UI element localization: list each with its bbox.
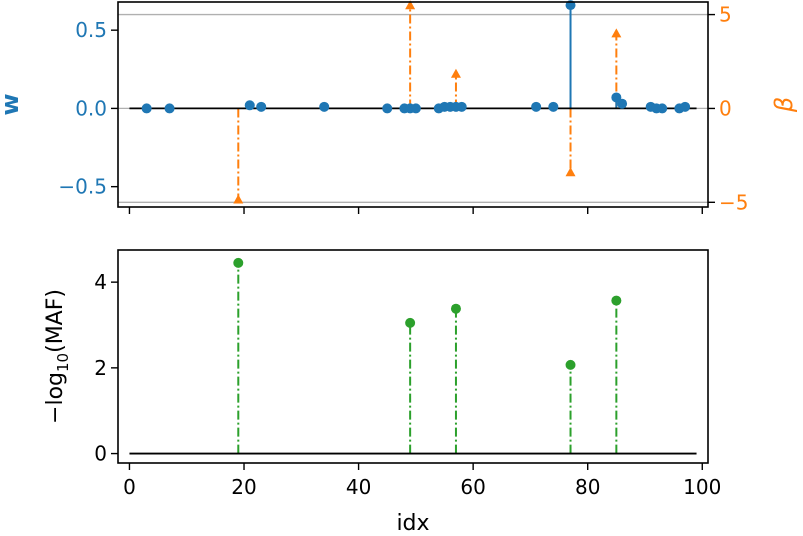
x-tick-label: 40 bbox=[346, 475, 371, 499]
maf-axis-label: −log10(MAF) bbox=[43, 289, 72, 424]
w-marker bbox=[531, 101, 542, 112]
w-marker bbox=[382, 103, 393, 114]
beta-axis-label: β bbox=[770, 97, 798, 113]
x-tick-label: 80 bbox=[575, 475, 600, 499]
top-plot-frame bbox=[117, 1, 709, 208]
x-tick-label: 100 bbox=[683, 475, 721, 499]
maf-marker bbox=[611, 295, 622, 306]
maf-marker bbox=[565, 359, 576, 370]
x-tick-label: 20 bbox=[231, 475, 256, 499]
w-axis-label: w bbox=[0, 93, 24, 115]
w-marker bbox=[548, 101, 559, 112]
w-tick-label: 0.5 bbox=[75, 18, 107, 42]
w-marker bbox=[680, 101, 691, 112]
beta-marker bbox=[450, 68, 461, 78]
beta-tick-label: 5 bbox=[719, 3, 732, 27]
bottom-plot-frame bbox=[117, 249, 709, 464]
x-tick-label: 0 bbox=[123, 475, 136, 499]
top-panel: −0.5 0.0 0.5 −5 0 5 w β bbox=[0, 0, 798, 214]
beta-marker bbox=[565, 167, 576, 177]
maf-axis-label-subscript: 10 bbox=[54, 353, 72, 372]
x-tick-label: 60 bbox=[460, 475, 485, 499]
maf-marker bbox=[450, 303, 461, 314]
beta-marker bbox=[405, 0, 416, 10]
maf-axis-label-part: −log bbox=[43, 372, 68, 424]
w-marker bbox=[256, 101, 267, 112]
w-marker bbox=[617, 98, 628, 109]
maf-axis-label-part: (MAF) bbox=[43, 289, 68, 353]
w-marker bbox=[657, 103, 668, 114]
x-axis-label: idx bbox=[396, 511, 429, 536]
beta-marker bbox=[611, 28, 622, 38]
w-marker bbox=[456, 101, 467, 112]
maf-marker bbox=[233, 257, 244, 268]
maf-tick-label: 0 bbox=[94, 442, 107, 466]
beta-marker bbox=[233, 194, 244, 204]
w-marker bbox=[410, 103, 421, 114]
w-marker bbox=[244, 100, 255, 111]
beta-tick-label: −5 bbox=[719, 190, 748, 214]
w-marker bbox=[164, 103, 175, 114]
w-tick-label: 0.0 bbox=[75, 96, 107, 120]
maf-marker bbox=[405, 317, 416, 328]
w-tick-label: −0.5 bbox=[58, 175, 107, 199]
w-marker bbox=[319, 101, 330, 112]
maf-tick-label: 4 bbox=[94, 270, 107, 294]
beta-tick-label: 0 bbox=[719, 96, 732, 120]
maf-tick-label: 2 bbox=[94, 356, 107, 380]
w-marker bbox=[141, 103, 152, 114]
